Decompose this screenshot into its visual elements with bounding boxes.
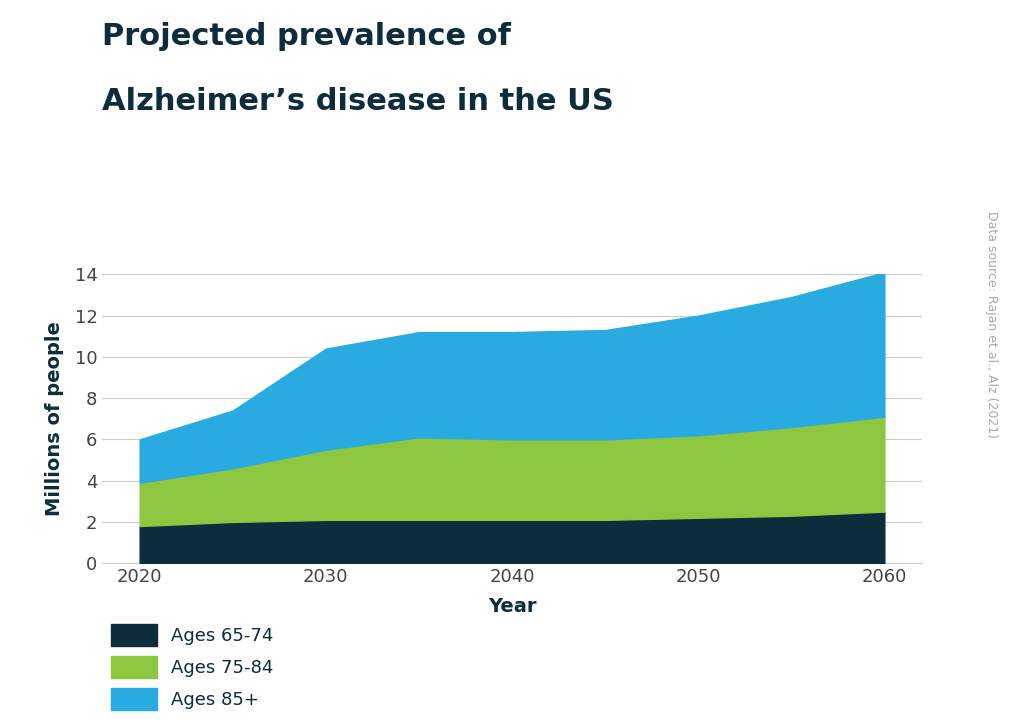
Text: Alzheimer’s disease in the US: Alzheimer’s disease in the US <box>102 87 614 116</box>
X-axis label: Year: Year <box>487 597 537 616</box>
Y-axis label: Millions of people: Millions of people <box>45 321 63 516</box>
Text: Data source: Rajan et al., Alz (2021): Data source: Rajan et al., Alz (2021) <box>985 212 998 438</box>
Text: Projected prevalence of: Projected prevalence of <box>102 22 511 51</box>
Legend: Ages 65-74, Ages 75-84, Ages 85+: Ages 65-74, Ages 75-84, Ages 85+ <box>112 625 273 710</box>
